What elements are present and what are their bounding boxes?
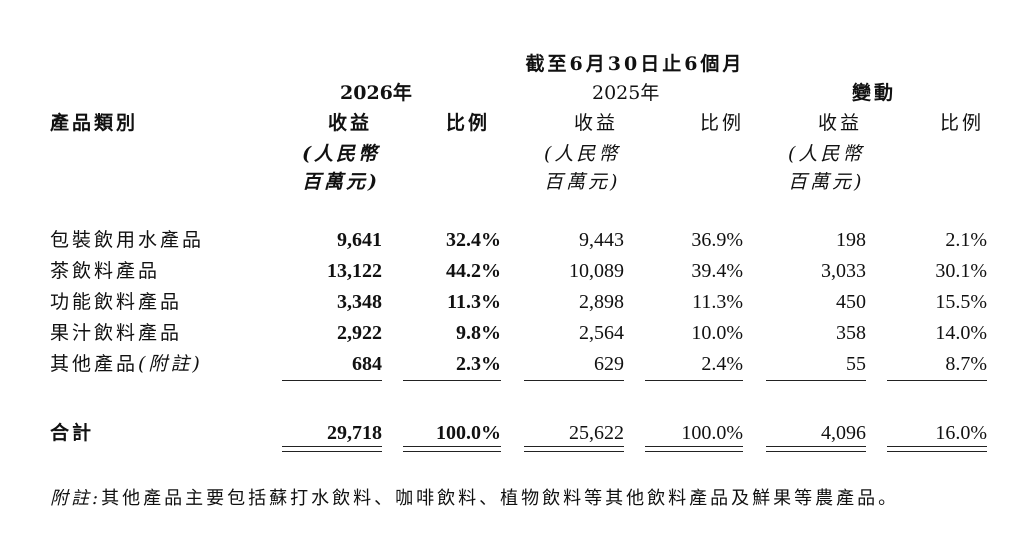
cell-chg: 55 bbox=[846, 353, 866, 375]
cell-pct-2026: 11.3% bbox=[447, 291, 501, 313]
unit-2026-line2: 百萬元) bbox=[302, 171, 380, 193]
cell-pct-2025: 11.3% bbox=[692, 291, 743, 313]
revenue-2026-label: 收益 bbox=[328, 112, 373, 134]
total-double-rule bbox=[887, 446, 987, 452]
cell-rev-2025: 10,089 bbox=[569, 260, 624, 282]
category-column-label: 產品類別 bbox=[50, 112, 139, 134]
subtotal-rule bbox=[282, 380, 382, 381]
revenue-change-label: 收益 bbox=[818, 112, 863, 134]
ratio-change-label: 比例 bbox=[940, 112, 985, 134]
subtotal-rule bbox=[524, 380, 624, 381]
category-note: (附註) bbox=[138, 353, 203, 375]
unit-2026-line1: (人民幣 bbox=[302, 143, 380, 165]
row-category-name: 果汁飲料產品 bbox=[50, 322, 182, 344]
footnote: 附註:其他產品主要包括蘇打水飲料、咖啡飲料、植物飲料等其他飲料產品及鮮果等農產品… bbox=[50, 488, 899, 510]
cell-chg-pct: 2.1% bbox=[945, 229, 987, 251]
cell-pct-2025: 39.4% bbox=[691, 260, 743, 282]
cell-pct-2026: 32.4% bbox=[446, 229, 501, 251]
footnote-text: 其他產品主要包括蘇打水飲料、咖啡飲料、植物飲料等其他飲料產品及鮮果等農產品。 bbox=[101, 488, 900, 509]
year-2026-heading: 2026年 bbox=[340, 82, 412, 104]
cell-chg: 198 bbox=[836, 229, 866, 251]
cell-pct-2026: 44.2% bbox=[446, 260, 501, 282]
total-pct-2025: 100.0% bbox=[681, 422, 743, 444]
cell-pct-2026: 2.3% bbox=[456, 353, 501, 375]
category-name: 包裝飲用水產品 bbox=[50, 229, 205, 251]
cell-chg: 450 bbox=[836, 291, 866, 313]
total-rev-2025: 25,622 bbox=[569, 422, 624, 444]
subtotal-rule bbox=[887, 380, 987, 381]
cell-chg-pct: 8.7% bbox=[945, 353, 987, 375]
total-double-rule bbox=[282, 446, 382, 452]
unit-2025-line2: 百萬元) bbox=[544, 171, 621, 193]
cell-rev-2026: 2,922 bbox=[337, 322, 382, 344]
unit-change-line2: 百萬元) bbox=[788, 171, 865, 193]
total-chg: 4,096 bbox=[821, 422, 866, 444]
category-name: 果汁飲料產品 bbox=[50, 322, 183, 344]
total-double-rule bbox=[766, 446, 866, 452]
row-category-name: 包裝飲用水產品 bbox=[50, 229, 204, 251]
footnote-label: 附註: bbox=[50, 488, 102, 509]
subtotal-rule bbox=[403, 380, 501, 381]
cell-chg-pct: 15.5% bbox=[935, 291, 987, 313]
total-chg-pct: 16.0% bbox=[935, 422, 987, 444]
row-category-name: 功能飲料產品 bbox=[50, 291, 182, 313]
category-name: 功能飲料產品 bbox=[50, 291, 183, 313]
total-rev-2026: 29,718 bbox=[327, 422, 382, 444]
category-name: 其他產品 bbox=[50, 353, 139, 375]
cell-chg-pct: 30.1% bbox=[935, 260, 987, 282]
revenue-2025-label: 收益 bbox=[574, 112, 619, 134]
category-name: 茶飲料產品 bbox=[50, 260, 161, 282]
cell-pct-2026: 9.8% bbox=[456, 322, 501, 344]
cell-rev-2026: 9,641 bbox=[337, 229, 382, 251]
cell-rev-2025: 9,443 bbox=[579, 229, 624, 251]
total-pct-2026: 100.0% bbox=[436, 422, 501, 444]
subtotal-rule bbox=[766, 380, 866, 381]
cell-chg-pct: 14.0% bbox=[935, 322, 987, 344]
row-category-name: 茶飲料產品 bbox=[50, 260, 160, 282]
year-2025-heading: 2025年 bbox=[592, 82, 660, 104]
total-label: 合計 bbox=[50, 422, 95, 444]
cell-rev-2025: 2,564 bbox=[579, 322, 624, 344]
total-double-rule bbox=[524, 446, 624, 452]
ratio-2026-label: 比例 bbox=[446, 112, 491, 134]
cell-chg: 358 bbox=[836, 322, 866, 344]
cell-rev-2025: 629 bbox=[594, 353, 624, 375]
total-double-rule bbox=[645, 446, 743, 452]
unit-change-line1: (人民幣 bbox=[788, 143, 865, 165]
cell-chg: 3,033 bbox=[821, 260, 866, 282]
subtotal-rule bbox=[645, 380, 743, 381]
period-heading: 截至6月30日止6個月 bbox=[525, 53, 745, 75]
cell-rev-2025: 2,898 bbox=[579, 291, 624, 313]
cell-pct-2025: 36.9% bbox=[691, 229, 743, 251]
cell-pct-2025: 2.4% bbox=[701, 353, 743, 375]
unit-2025-line1: (人民幣 bbox=[544, 143, 621, 165]
row-category-name: 其他產品(附註) bbox=[50, 353, 203, 375]
cell-rev-2026: 13,122 bbox=[327, 260, 382, 282]
change-heading: 變動 bbox=[852, 82, 897, 104]
cell-rev-2026: 3,348 bbox=[337, 291, 382, 313]
ratio-2025-label: 比例 bbox=[700, 112, 745, 134]
cell-rev-2026: 684 bbox=[352, 353, 382, 375]
total-double-rule bbox=[403, 446, 501, 452]
cell-pct-2025: 10.0% bbox=[691, 322, 743, 344]
